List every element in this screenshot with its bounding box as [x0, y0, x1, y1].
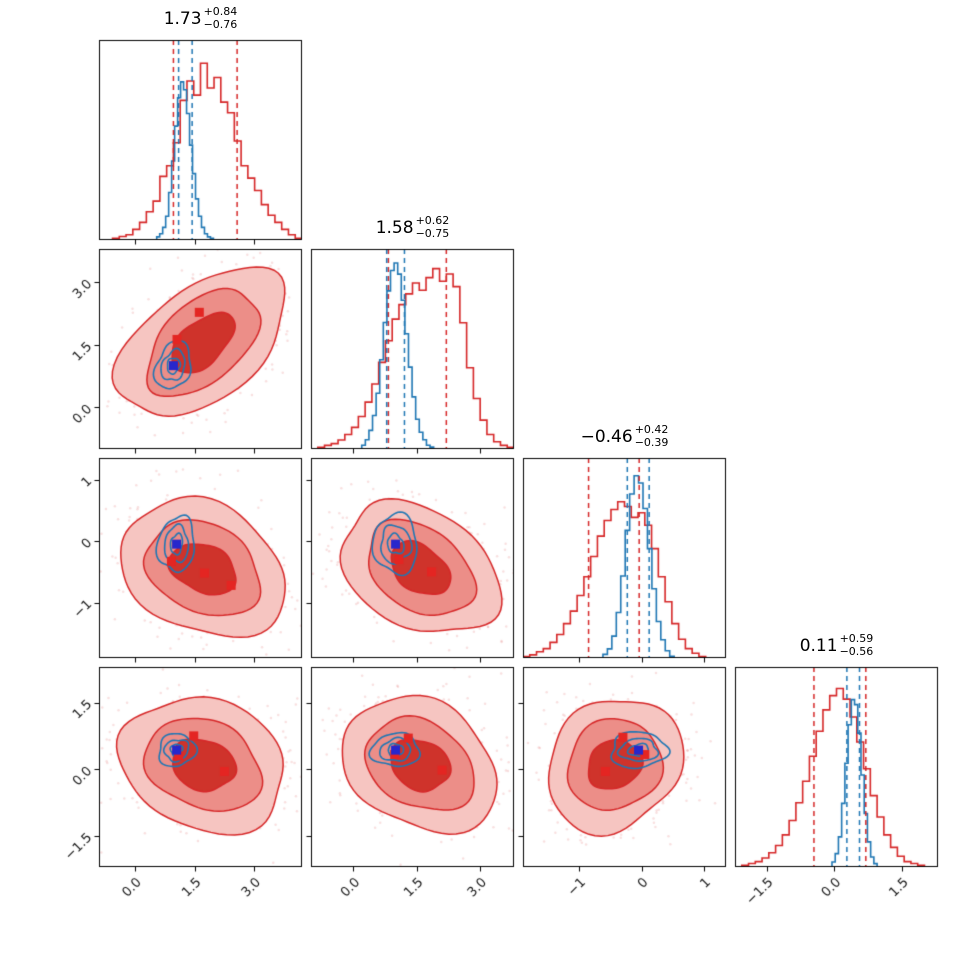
param-4-median: 0.11 — [799, 635, 838, 656]
param-1-err-minus: −0.76 — [203, 17, 238, 31]
param-2-errors: +0.62 −0.75 — [415, 214, 450, 240]
param-1-err-plus: +0.84 — [203, 5, 238, 18]
param-4-err-plus: +0.59 — [839, 632, 874, 645]
param-1-median: 1.73 — [163, 8, 202, 29]
param-2-median: 1.58 — [375, 217, 414, 238]
param-4-err-minus: −0.56 — [839, 644, 874, 658]
param-3-title: −0.46 +0.42 −0.39 — [580, 423, 669, 449]
param-3-median: −0.46 — [580, 426, 633, 447]
param-2-err-minus: −0.75 — [415, 226, 450, 240]
param-2-title: 1.58 +0.62 −0.75 — [375, 214, 450, 240]
param-4-title: 0.11 +0.59 −0.56 — [799, 632, 874, 658]
param-1-errors: +0.84 −0.76 — [203, 5, 238, 31]
param-2-err-plus: +0.62 — [415, 214, 450, 227]
param-1-title: 1.73 +0.84 −0.76 — [163, 5, 238, 31]
param-3-err-plus: +0.42 — [634, 423, 669, 436]
param-4-errors: +0.59 −0.56 — [839, 632, 874, 658]
param-3-errors: +0.42 −0.39 — [634, 423, 669, 449]
param-3-err-minus: −0.39 — [634, 435, 669, 449]
